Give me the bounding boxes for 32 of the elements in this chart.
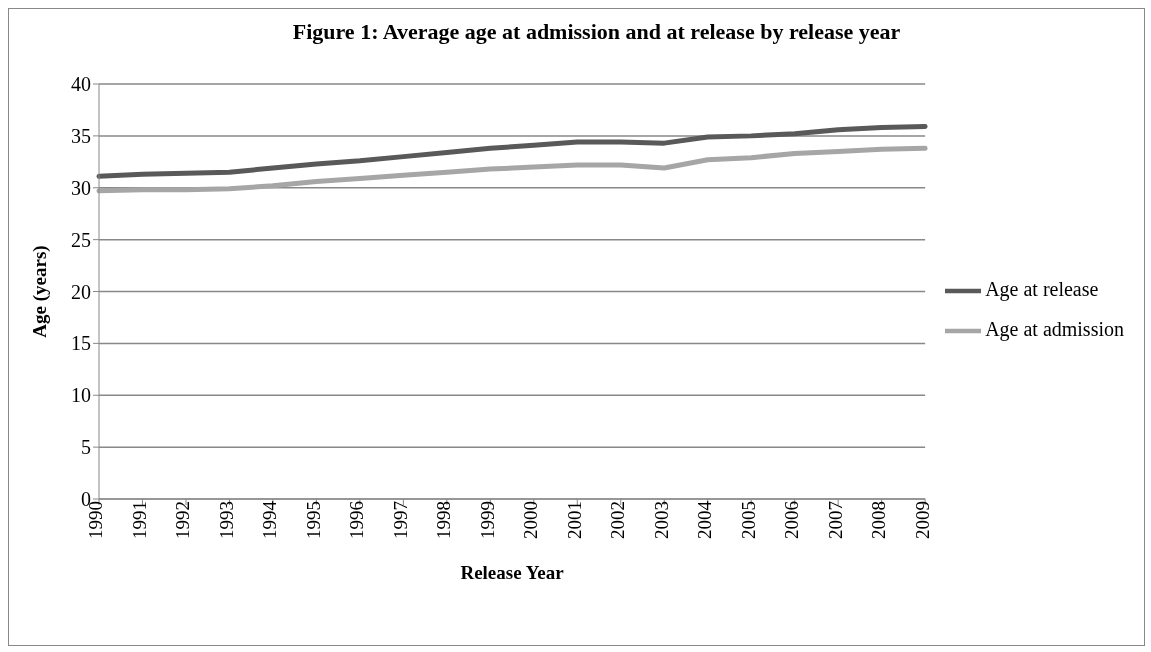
y-tick-label: 40 — [71, 73, 91, 96]
x-axis-title: Release Year — [460, 562, 565, 583]
x-tick-label: 1992 — [172, 501, 194, 539]
x-tick-label: 1993 — [215, 501, 237, 539]
x-tick-label: 2005 — [737, 501, 759, 539]
x-tick-label: 1994 — [259, 500, 281, 539]
x-tick-label: 2003 — [650, 501, 672, 539]
x-tick-label: 1998 — [433, 501, 455, 539]
y-axis-title: Age (years) — [28, 245, 51, 338]
x-tick-label: 1997 — [389, 501, 411, 539]
x-tick-label: 2002 — [607, 501, 629, 539]
x-tick-label: 2006 — [781, 501, 803, 539]
y-tick-label: 30 — [71, 176, 91, 199]
y-tick-label: 5 — [81, 436, 91, 459]
x-tick-label: 2009 — [911, 501, 933, 539]
x-tick-label: 2000 — [520, 501, 542, 539]
x-tick-label: 2001 — [563, 501, 585, 539]
x-tick-label: 2004 — [694, 500, 716, 539]
y-tick-label: 10 — [71, 384, 91, 407]
legend-label: Age at admission — [985, 318, 1124, 340]
x-tick-label: 1991 — [128, 501, 150, 539]
x-tick-label: 2008 — [868, 501, 890, 539]
x-tick-label: 1999 — [476, 501, 498, 539]
x-tick-label: 2007 — [824, 501, 846, 539]
y-tick-label: 20 — [71, 280, 91, 303]
legend-label: Age at release — [985, 277, 1099, 300]
y-tick-label: 35 — [71, 124, 91, 147]
x-tick-label: 1995 — [302, 501, 324, 539]
x-tick-label: 1996 — [346, 501, 368, 539]
y-tick-label: 15 — [71, 332, 91, 355]
chart-title: Figure 1: Average age at admission and at release by release year — [291, 19, 902, 45]
y-tick-label: 25 — [71, 228, 91, 251]
